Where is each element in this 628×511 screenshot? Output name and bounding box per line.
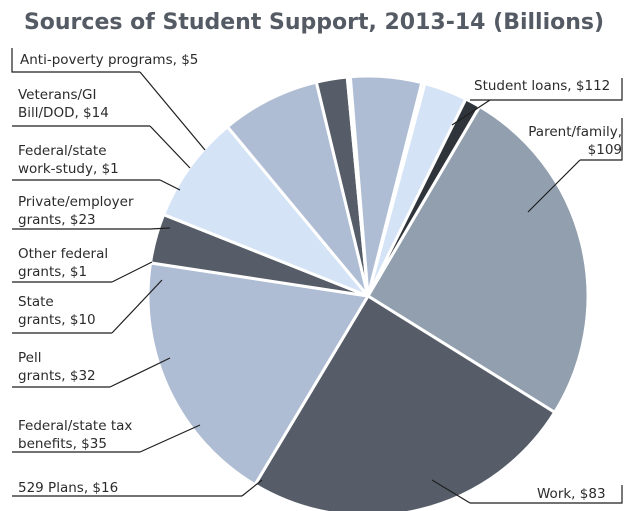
- slice-label-line: benefits, $35: [18, 436, 107, 452]
- slice-label-529-plans: 529 Plans, $16: [18, 480, 118, 496]
- slice-label-line: Pell: [18, 350, 41, 366]
- slice-label-line: Anti-poverty programs, $5: [20, 52, 198, 68]
- slice-label-anti-poverty-programs: Anti-poverty programs, $5: [20, 52, 198, 68]
- slice-label-line: Veterans/GI: [18, 87, 97, 103]
- slice-label-line: 529 Plans, $16: [18, 480, 118, 496]
- slice-label-private-employer-grants: Private/employer grants, $23: [18, 194, 134, 228]
- slice-label-line: work-study, $1: [18, 161, 119, 177]
- slice-label-student-loans: Student loans, $112: [474, 78, 610, 94]
- slice-label-line: grants, $32: [18, 368, 96, 384]
- slice-label-line: Work, $83: [537, 486, 606, 502]
- slice-label-line: Federal/state tax: [18, 418, 132, 434]
- leader-line-anti-poverty-programs: [140, 72, 205, 150]
- slice-label-work: Work, $83: [537, 486, 606, 502]
- slice-label-line: Other federal: [18, 246, 108, 262]
- slice-label-line: Student loans, $112: [474, 78, 610, 94]
- slice-label-line: $109: [588, 142, 622, 158]
- slice-label-federal-state-work-study: Federal/state work-study, $1: [18, 143, 119, 177]
- slice-label-other-federal-grants: Other federal grants, $1: [18, 246, 108, 280]
- pie-slices: [148, 76, 588, 511]
- slice-label-state-grants: State grants, $10: [18, 294, 96, 328]
- slice-label-pell-grants: Pell grants, $32: [18, 350, 96, 384]
- slice-label-federal-state-tax-benefits: Federal/state tax benefits, $35: [18, 418, 132, 452]
- slice-label-line: Federal/state: [18, 143, 107, 159]
- slice-label-parent-family: Parent/family, $109: [528, 124, 622, 158]
- leader-line-federal-state-tax-benefits: [140, 425, 200, 452]
- leader-line-other-federal-grants: [112, 262, 152, 282]
- slice-label-line: Bill/DOD, $14: [18, 105, 109, 121]
- slice-label-line: grants, $10: [18, 312, 96, 328]
- slice-label-line: Private/employer: [18, 194, 134, 210]
- slice-label-line: Parent/family,: [528, 124, 622, 140]
- leader-line-veterans-gi-bill-dod: [150, 126, 190, 168]
- slice-label-veterans-gi-bill-dod: Veterans/GI Bill/DOD, $14: [18, 87, 109, 121]
- slice-label-line: grants, $23: [18, 212, 96, 228]
- chart-title: Sources of Student Support, 2013-14 (Bil…: [24, 10, 604, 35]
- slice-label-line: State: [18, 294, 54, 310]
- slice-label-line: grants, $1: [18, 264, 87, 280]
